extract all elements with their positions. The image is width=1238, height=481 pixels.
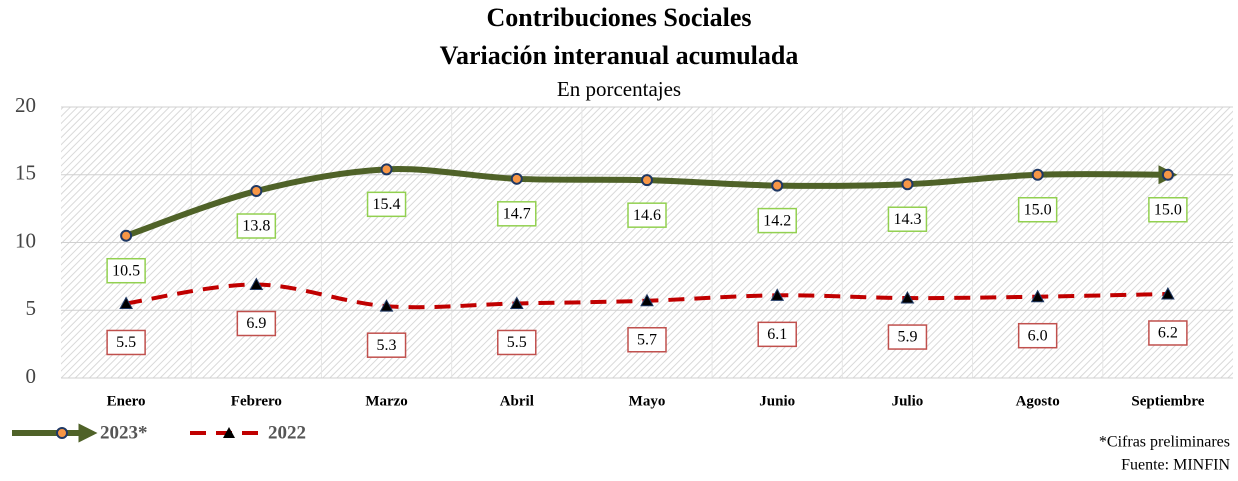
x-tick-label: Mayo <box>629 393 666 409</box>
value-label: 14.3 <box>893 211 921 228</box>
value-label: 5.7 <box>637 331 657 348</box>
value-label: 10.5 <box>112 262 140 279</box>
value-label: 13.8 <box>242 218 270 235</box>
point <box>120 229 133 242</box>
x-tick-label: Julio <box>892 393 924 409</box>
value-label: 6.2 <box>1158 325 1178 342</box>
value-label-box <box>106 329 146 356</box>
value-label: 6.1 <box>767 326 787 343</box>
point <box>380 163 393 176</box>
value-label-box <box>887 206 928 232</box>
x-tick-label: Septiembre <box>1131 393 1204 409</box>
value-label-box <box>627 327 667 353</box>
value-label-box <box>1148 320 1188 346</box>
value-label: 15.0 <box>1154 201 1182 218</box>
x-tick-label: Enero <box>107 393 146 409</box>
x-tick-label: Febrero <box>231 393 282 409</box>
value-label: 6.0 <box>1028 327 1048 344</box>
value-label-box <box>1148 197 1188 223</box>
x-tick-label: Agosto <box>1016 393 1060 409</box>
point <box>901 178 914 191</box>
value-label-box <box>757 207 797 234</box>
point <box>641 174 653 187</box>
y-tick-label: 5 <box>26 296 37 320</box>
value-label-box <box>627 202 667 228</box>
value-label-box <box>366 332 407 358</box>
y-tick-label: 10 <box>15 228 36 252</box>
value-label-box <box>887 324 928 350</box>
value-label-box <box>1017 322 1058 349</box>
value-label: 5.3 <box>377 337 397 354</box>
value-label: 5.9 <box>897 329 917 346</box>
point <box>1161 286 1175 300</box>
value-label: 14.6 <box>633 207 661 224</box>
point <box>1161 168 1174 181</box>
value-label: 5.5 <box>507 334 527 351</box>
legend-swatch <box>56 427 68 439</box>
value-label-box <box>1017 197 1058 223</box>
note: *Cifras preliminares <box>1099 434 1230 451</box>
value-label: 14.7 <box>503 205 531 222</box>
legend-label: 2022 <box>268 422 306 443</box>
point <box>640 293 654 307</box>
y-tick-label: 15 <box>15 161 36 185</box>
value-label: 15.4 <box>373 196 401 213</box>
y-tick-label: 0 <box>26 364 37 388</box>
point <box>771 179 784 192</box>
point <box>1030 289 1045 303</box>
point <box>249 277 264 291</box>
x-tick-label: Abril <box>500 393 534 409</box>
note: Fuente: MINFIN <box>1121 457 1230 474</box>
x-tick-label: Marzo <box>365 393 407 409</box>
point <box>510 172 523 185</box>
value-label-box <box>757 321 797 348</box>
value-label-box <box>236 213 277 239</box>
point <box>900 291 915 304</box>
chart-subtitle: Variación interanual acumulada <box>440 41 799 70</box>
value-label: 5.5 <box>116 334 136 351</box>
value-label-box <box>106 257 146 284</box>
y-tick-label: 20 <box>15 93 36 117</box>
point <box>379 299 394 312</box>
value-label: 15.0 <box>1024 201 1052 218</box>
point <box>770 288 785 301</box>
value-label-box <box>497 201 537 227</box>
value-label-box <box>366 191 407 218</box>
x-tick-label: Junio <box>759 393 795 409</box>
point <box>509 296 524 309</box>
value-label-box <box>236 310 277 337</box>
point <box>250 185 263 198</box>
point <box>1031 168 1044 181</box>
value-label-box <box>497 329 537 356</box>
legend-label: 2023* <box>100 422 148 443</box>
point <box>119 296 133 309</box>
chart-title: Contribuciones Sociales <box>486 3 751 32</box>
value-label: 6.9 <box>246 315 266 332</box>
value-label: 14.2 <box>763 212 791 229</box>
unit-label: En porcentajes <box>557 77 681 101</box>
legend-swatch <box>223 427 235 438</box>
